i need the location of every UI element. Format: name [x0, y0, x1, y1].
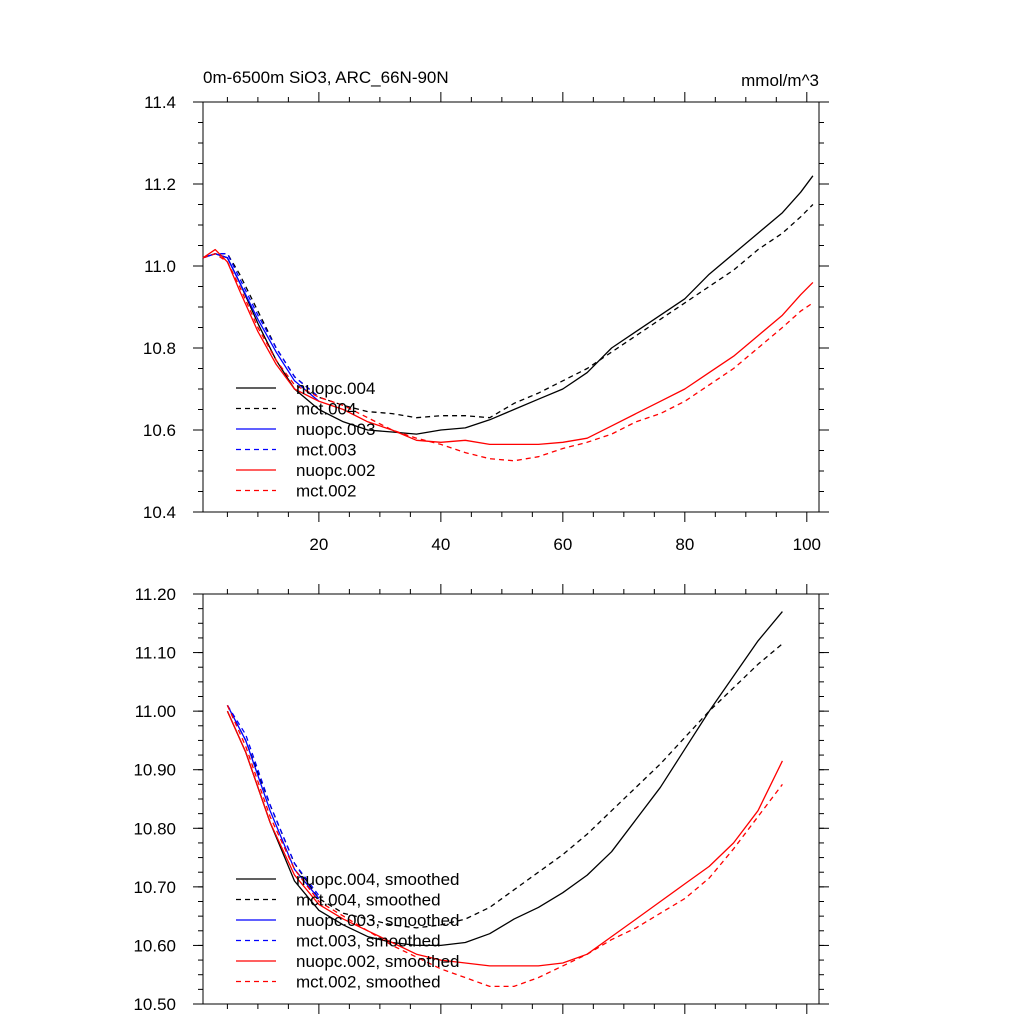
y-tick-label: 11.2: [144, 175, 176, 194]
y-tick-label: 10.6: [143, 421, 176, 440]
y-tick-label: 10.80: [133, 819, 176, 838]
legend-label: mct.003, smoothed: [296, 932, 441, 951]
y-tick-label: 11.00: [135, 702, 176, 721]
y-tick-label: 10.4: [143, 503, 176, 522]
x-tick-label: 40: [431, 535, 450, 554]
top-panel-title: 0m-6500m SiO3, ARC_66N-90N: [203, 68, 449, 87]
series-line: [202, 175, 814, 435]
legend-label: mct.003: [296, 441, 356, 460]
series-line: [202, 253, 320, 398]
x-tick-label: 20: [309, 535, 328, 554]
y-tick-label: 10.50: [133, 995, 176, 1014]
x-tick-label: 80: [675, 535, 694, 554]
series-line: [226, 611, 783, 947]
series-line: [226, 705, 783, 988]
legend-label: mct.002, smoothed: [296, 973, 441, 992]
y-tick-label: 11.20: [135, 585, 176, 604]
y-tick-label: 10.8: [143, 339, 176, 358]
y-tick-label: 10.70: [133, 878, 176, 897]
series-line: [226, 710, 783, 967]
top-panel-units: mmol/m^3: [741, 71, 819, 90]
series-line: [226, 704, 320, 896]
legend-label: mct.002: [296, 482, 356, 501]
legend-label: nuopc.003, smoothed: [296, 911, 460, 930]
y-tick-label: 11.4: [144, 93, 176, 112]
legend-label: nuopc.002, smoothed: [296, 952, 460, 971]
legend-label: nuopc.002: [296, 461, 375, 480]
x-tick-label: 100: [793, 535, 821, 554]
y-tick-label: 11.0: [144, 257, 176, 276]
series-line: [202, 253, 320, 402]
bottom-panel: 10.50 10.60 10.70 10.80 10.90 11.00 11.10 11.20…: [133, 584, 829, 1014]
legend-label: mct.004: [296, 400, 356, 419]
series-line: [202, 204, 814, 419]
x-tick-label: 60: [553, 535, 572, 554]
series-line: [202, 248, 814, 446]
y-tick-label: 10.60: [133, 936, 176, 955]
y-tick-label: 10.90: [133, 761, 176, 780]
series-line: [202, 253, 814, 462]
top-panel: 0m-6500m SiO3, ARC_66N-90N mmol/m^3 20 40…: [143, 68, 829, 554]
legend-label: nuopc.004, smoothed: [296, 870, 460, 889]
legend-label: nuopc.004: [296, 379, 375, 398]
legend-label: mct.004, smoothed: [296, 891, 441, 910]
y-tick-label: 11.10: [135, 644, 176, 663]
legend-label: nuopc.003: [296, 420, 375, 439]
